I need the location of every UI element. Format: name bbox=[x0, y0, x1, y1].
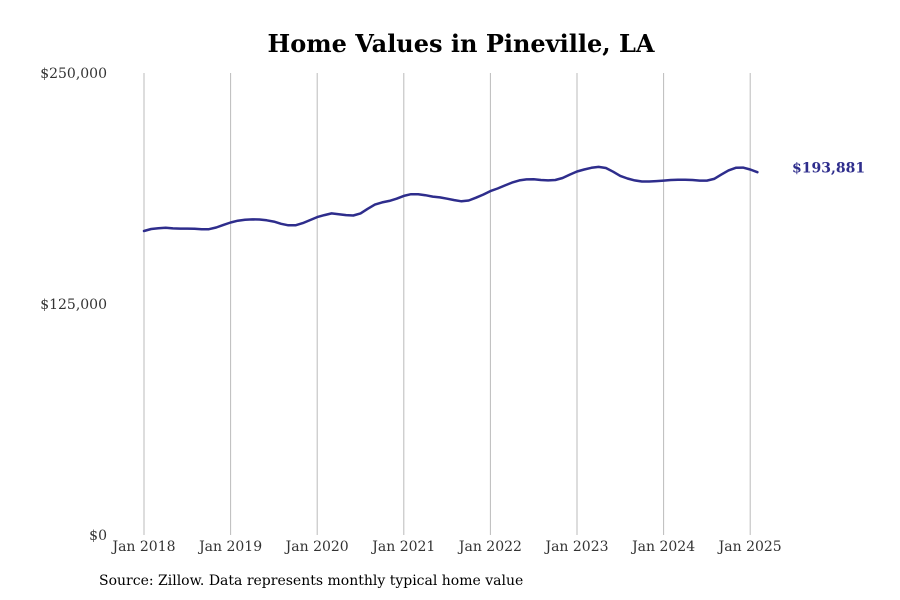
series-group: $193,881 bbox=[142, 161, 865, 233]
x-tick-label: Jan 2022 bbox=[457, 539, 522, 555]
chart-title: Home Values in Pineville, LA bbox=[268, 29, 655, 58]
y-tick-label: $250,000 bbox=[40, 66, 107, 82]
x-tick-label: Jan 2020 bbox=[284, 539, 349, 555]
x-tick-label: Jan 2024 bbox=[630, 539, 695, 555]
y-axis-ticks: $0 $125,000 $250,000 bbox=[40, 66, 107, 544]
source-note: Source: Zillow. Data represents monthly … bbox=[99, 573, 524, 589]
x-tick-label: Jan 2018 bbox=[110, 539, 175, 555]
y-tick-label: $0 bbox=[89, 528, 107, 544]
series-line-0 bbox=[142, 165, 759, 233]
gridlines bbox=[143, 73, 751, 535]
y-tick-label: $125,000 bbox=[40, 297, 107, 313]
x-axis-ticks: Jan 2018 Jan 2019 Jan 2020 Jan 2021 Jan 2022… bbox=[110, 539, 781, 555]
x-tick-label: Jan 2025 bbox=[717, 539, 782, 555]
x-tick-label: Jan 2023 bbox=[543, 539, 608, 555]
end-value-label: $193,881 bbox=[792, 161, 865, 177]
x-tick-label: Jan 2021 bbox=[370, 539, 435, 555]
x-tick-label: Jan 2019 bbox=[197, 539, 262, 555]
